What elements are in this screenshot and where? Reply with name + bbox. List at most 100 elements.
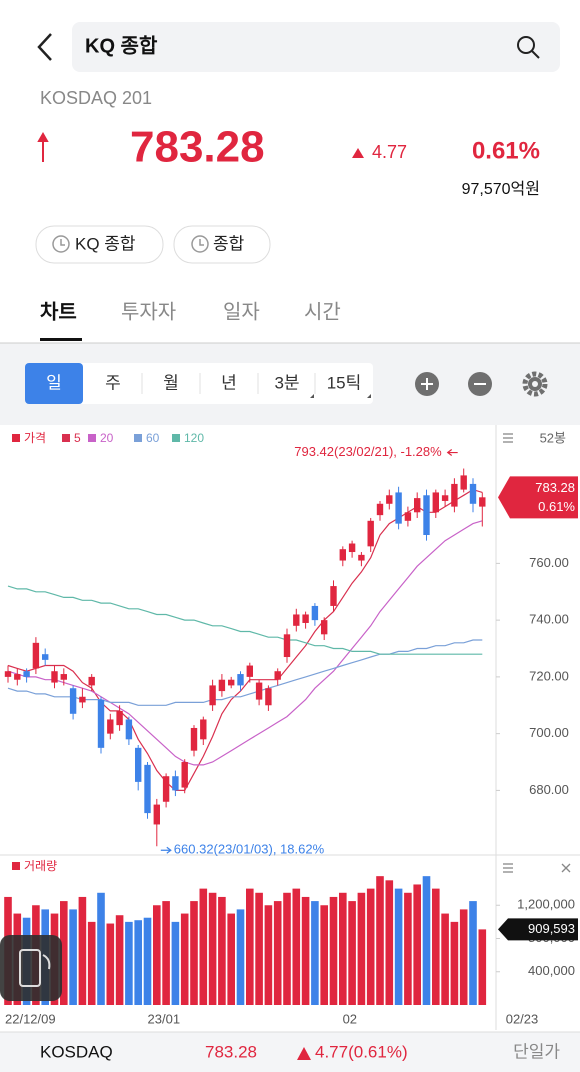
volume-bar [348,901,356,1005]
volume-bar [413,884,421,1005]
moving-average-line [7,488,483,791]
rotate-button[interactable] [0,935,62,1001]
candle-body [209,685,216,706]
volume-bar [422,876,431,1005]
back-button[interactable] [37,33,52,61]
volume-bar [190,901,198,1005]
volume-bar [227,913,235,1005]
volume-bar [385,880,394,1005]
volume-bar [69,909,77,1005]
zoom-out-button[interactable] [468,372,492,396]
period-button[interactable]: 일 [46,373,62,392]
volume-bar [329,896,338,1005]
chip[interactable] [35,225,164,264]
volume-legend-swatch [12,862,20,870]
volume-bar [236,909,245,1005]
volume-bar [432,888,440,1005]
candle-body [14,674,21,680]
tab[interactable]: 일자 [223,300,260,323]
period-selected [25,363,83,404]
volume-bar [87,921,96,1005]
candle-body [88,676,95,686]
candle-body [51,671,58,683]
volume-bar [60,901,68,1005]
search-icon[interactable] [517,36,540,59]
candle-body [423,495,430,535]
candle-body [228,679,235,686]
period-button[interactable]: 월 [163,373,179,392]
volume-bar [162,901,170,1005]
x-tick-label: 23/01 [148,1011,181,1026]
volume-bar [339,892,347,1005]
volume-bar [301,896,310,1005]
moving-average-line [7,520,483,766]
legend-swatch [62,434,70,442]
clock-icon [52,235,70,253]
candle-body [404,512,412,521]
volume-bar [273,901,282,1005]
candle-body [4,671,12,677]
clock-icon [191,235,209,253]
volume-bar [459,909,468,1005]
candle-body [162,776,170,802]
menu-icon[interactable] [503,433,513,443]
up-triangle [297,1047,311,1060]
period-button[interactable]: 3분 [274,373,299,392]
tab[interactable]: 시간 [304,300,341,323]
volume-bar [255,892,263,1005]
price-tag [498,476,578,519]
settings-button[interactable] [522,371,548,397]
candle-body [330,586,337,606]
volume-bar [264,905,273,1005]
bars-count: 52봉 [540,430,566,445]
menu-icon[interactable] [503,863,513,873]
chip-label: 종합 [213,234,245,253]
price-tag-pct: 0.61% [538,499,575,514]
low-annotation: 660.32(23/01/03), 18.62% [174,842,325,857]
change: 4.77 [372,142,407,162]
candle-body [200,719,207,740]
candle-body [274,671,281,680]
volume-bar [78,896,87,1005]
dropdown-mark [367,394,371,398]
price: 783.28 [130,123,265,172]
period-button[interactable]: 주 [105,373,121,392]
x-tick-label: 02/23 [506,1011,539,1026]
candle-body [190,727,198,751]
candle-body [153,804,160,825]
y-tick-label: 760.00 [529,555,569,570]
volume-bar [357,892,366,1005]
candle-body [348,543,356,553]
candle-body [116,710,123,726]
chip-label: KQ 종합 [75,234,136,253]
candle-body [218,679,226,692]
volume-bar [478,929,487,1005]
candle-body [367,520,374,547]
period-button[interactable]: 15틱 [327,373,362,392]
candle-body [302,614,309,623]
chip[interactable] [173,225,271,264]
legend-label: 가격 [24,431,46,445]
y-tick-label: 680.00 [529,782,569,797]
volume-bar [180,913,189,1005]
legend-label: 120 [184,431,204,445]
volume-bar [376,876,384,1005]
amount: 97,570억원 [462,180,540,198]
volume-bar [450,921,459,1005]
x-tick-label: 02 [343,1011,357,1026]
candle-body [414,498,421,513]
period-button[interactable]: 년 [221,373,237,392]
footer-name: KOSDAQ [40,1042,113,1061]
tab[interactable]: 차트 [40,300,77,323]
volume-tag [498,918,578,941]
tab[interactable]: 투자자 [121,300,176,323]
low-arrow [160,846,172,854]
candle-body [23,671,30,677]
volume-bar [283,892,291,1005]
up-triangle [352,148,364,158]
search-box[interactable] [72,22,560,72]
close-icon[interactable] [561,863,571,873]
volume-bar [106,923,115,1005]
zoom-in-button[interactable] [415,372,439,396]
candle-body [469,483,477,504]
